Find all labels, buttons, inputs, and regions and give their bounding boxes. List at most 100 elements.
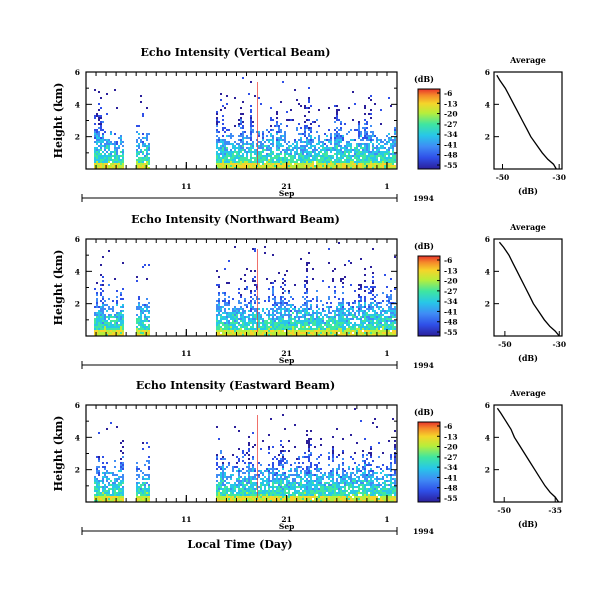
heatmap-cell — [236, 320, 238, 322]
heatmap-cell — [348, 260, 350, 262]
heatmap-cell — [104, 145, 106, 147]
heatmap-cell — [262, 500, 264, 502]
heatmap-cell — [216, 151, 218, 153]
heatmap-cell — [94, 149, 96, 151]
heatmap-cell — [356, 310, 358, 312]
heatmap-cell — [292, 143, 294, 145]
heatmap-cell — [268, 470, 270, 472]
heatmap-cell — [326, 322, 328, 324]
heatmap-cell — [340, 302, 342, 304]
heatmap-cell — [358, 284, 360, 286]
heatmap-cell — [266, 155, 268, 157]
heatmap-cell — [276, 133, 278, 135]
heatmap-cell — [116, 161, 118, 163]
heatmap-cell — [264, 155, 266, 157]
heatmap-cell — [370, 330, 372, 332]
heatmap-cell — [246, 466, 248, 468]
heatmap-cell — [314, 155, 316, 157]
heatmap-cell — [302, 316, 304, 318]
heatmap-cell — [342, 316, 344, 318]
heatmap-cell — [254, 482, 256, 484]
heatmap-cell — [146, 278, 148, 280]
heatmap-cell — [324, 496, 326, 498]
heatmap-cell — [274, 500, 276, 502]
heatmap-cell — [234, 494, 236, 496]
heatmap-cell — [290, 119, 292, 121]
heatmap-cell — [120, 326, 122, 328]
heatmap-cell — [114, 278, 116, 280]
heatmap-cell — [360, 147, 362, 149]
heatmap-cell — [106, 167, 108, 169]
heatmap-cell — [218, 334, 220, 336]
heatmap-cell — [294, 482, 296, 484]
heatmap-cell — [224, 149, 226, 151]
heatmap-cell — [308, 308, 310, 310]
heatmap-cell — [332, 498, 334, 500]
heatmap-cell — [324, 133, 326, 135]
heatmap-cell — [306, 488, 308, 490]
heatmap-cell — [296, 312, 298, 314]
heatmap-cell — [248, 488, 250, 490]
heatmap-cell — [254, 470, 256, 472]
heatmap-cell — [116, 107, 118, 109]
heatmap-cell — [238, 484, 240, 486]
heatmap-cell — [306, 330, 308, 332]
heatmap-cell — [302, 456, 304, 458]
heatmap-cell — [328, 492, 330, 494]
heatmap-cell — [260, 141, 262, 143]
heatmap-cell — [358, 155, 360, 157]
heatmap-cell — [282, 458, 284, 460]
heatmap-cell — [370, 306, 372, 308]
heatmap-cell — [114, 328, 116, 330]
heatmap-cell — [336, 141, 338, 143]
heatmap-cell — [116, 300, 118, 302]
heatmap-cell — [118, 478, 120, 480]
heatmap-cell — [260, 332, 262, 334]
heatmap-cell — [296, 151, 298, 153]
heatmap-cell — [296, 490, 298, 492]
heatmap-cell — [270, 418, 272, 420]
heatmap-cell — [340, 488, 342, 490]
heatmap-cell — [108, 165, 110, 167]
heatmap-cell — [218, 320, 220, 322]
heatmap-cell — [220, 159, 222, 161]
heatmap-cell — [318, 147, 320, 149]
heatmap-cell — [336, 115, 338, 117]
heatmap-cell — [254, 165, 256, 167]
heatmap-cell — [254, 500, 256, 502]
heatmap-cell — [308, 490, 310, 492]
heatmap-cell — [112, 300, 114, 302]
heatmap-cell — [96, 330, 98, 332]
heatmap-cell — [376, 153, 378, 155]
heatmap-cell — [340, 161, 342, 163]
heatmap-cell — [308, 330, 310, 332]
heatmap-cell — [366, 145, 368, 147]
heatmap-cell — [388, 318, 390, 320]
heatmap-cell — [320, 490, 322, 492]
heatmap-cell — [114, 314, 116, 316]
heatmap-cell — [374, 314, 376, 316]
heatmap-cell — [232, 135, 234, 137]
heatmap-cell — [230, 155, 232, 157]
heatmap-cell — [370, 302, 372, 304]
heatmap-cell — [146, 460, 148, 462]
heatmap-cell — [216, 145, 218, 147]
heatmap-cell — [224, 326, 226, 328]
heatmap-cell — [232, 316, 234, 318]
heatmap-cell — [304, 105, 306, 107]
heatmap-cell — [310, 135, 312, 137]
heatmap-cell — [146, 326, 148, 328]
heatmap-cell — [264, 312, 266, 314]
heatmap-cell — [362, 334, 364, 336]
heatmap-cell — [242, 113, 244, 115]
heatmap-cell — [122, 165, 124, 167]
heatmap-cell — [302, 498, 304, 500]
heatmap-cell — [98, 488, 100, 490]
heatmap-cell — [108, 167, 110, 169]
heatmap-cell — [334, 484, 336, 486]
heatmap-cell — [238, 135, 240, 137]
heatmap-cell — [242, 468, 244, 470]
heatmap-cell — [254, 474, 256, 476]
heatmap-cell — [248, 320, 250, 322]
heatmap-cell — [318, 478, 320, 480]
